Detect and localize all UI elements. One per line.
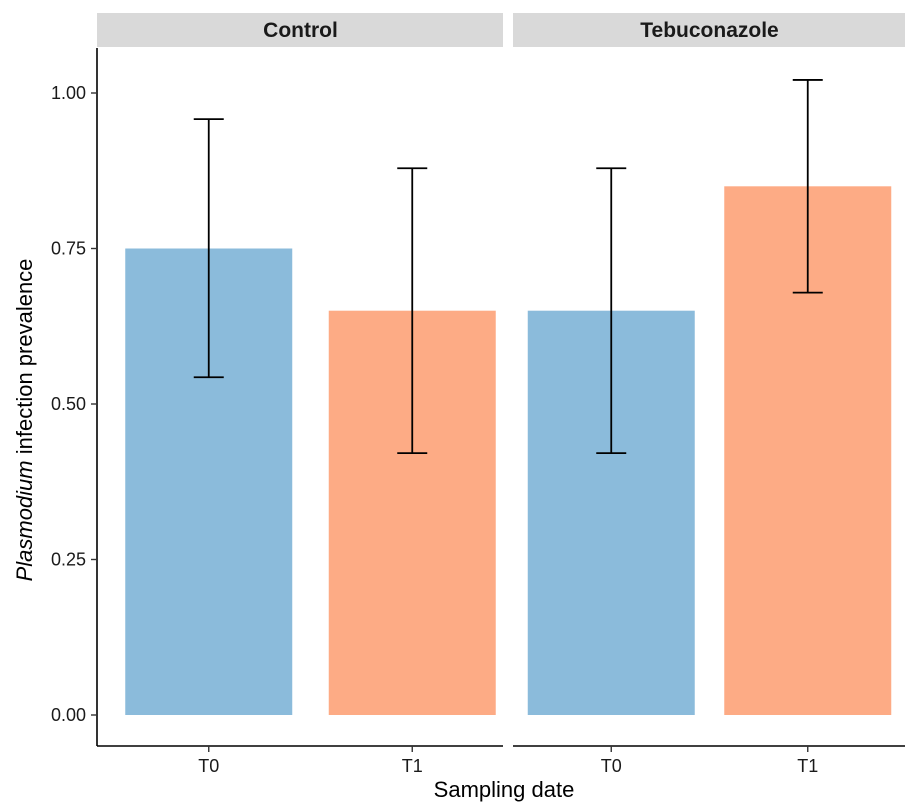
x-tick-label: T0: [601, 756, 622, 776]
x-axis-title: Sampling date: [434, 777, 575, 802]
facet-panel: Control T0 T1: [97, 13, 503, 776]
facet-label: Tebuconazole: [640, 19, 778, 42]
x-tick-label: T1: [402, 756, 423, 776]
x-tick-label: T1: [797, 756, 818, 776]
y-tick-label: 1.00: [51, 83, 86, 103]
facet-panel: Tebuconazole T0 T1: [513, 13, 905, 776]
y-tick-label: 0.00: [51, 705, 86, 725]
y-axis-title: Plasmodium infection prevalence: [12, 259, 37, 582]
facet-strip: [97, 13, 503, 47]
y-axis-title-rest: infection prevalence: [12, 259, 37, 461]
y-tick-label: 0.25: [51, 550, 86, 570]
y-axis-title-italic: Plasmodium: [12, 460, 37, 581]
y-tick-label: 0.75: [51, 239, 86, 259]
facet-label: Control: [263, 19, 338, 42]
y-tick-label: 0.50: [51, 394, 86, 414]
facet-strip: [513, 13, 905, 47]
x-tick-label: T0: [198, 756, 219, 776]
panels: Control T0 T1 Tebuconazole T0 T1: [97, 13, 905, 776]
y-axis: 0.00 0.25 0.50 0.75 1.00: [51, 48, 98, 746]
